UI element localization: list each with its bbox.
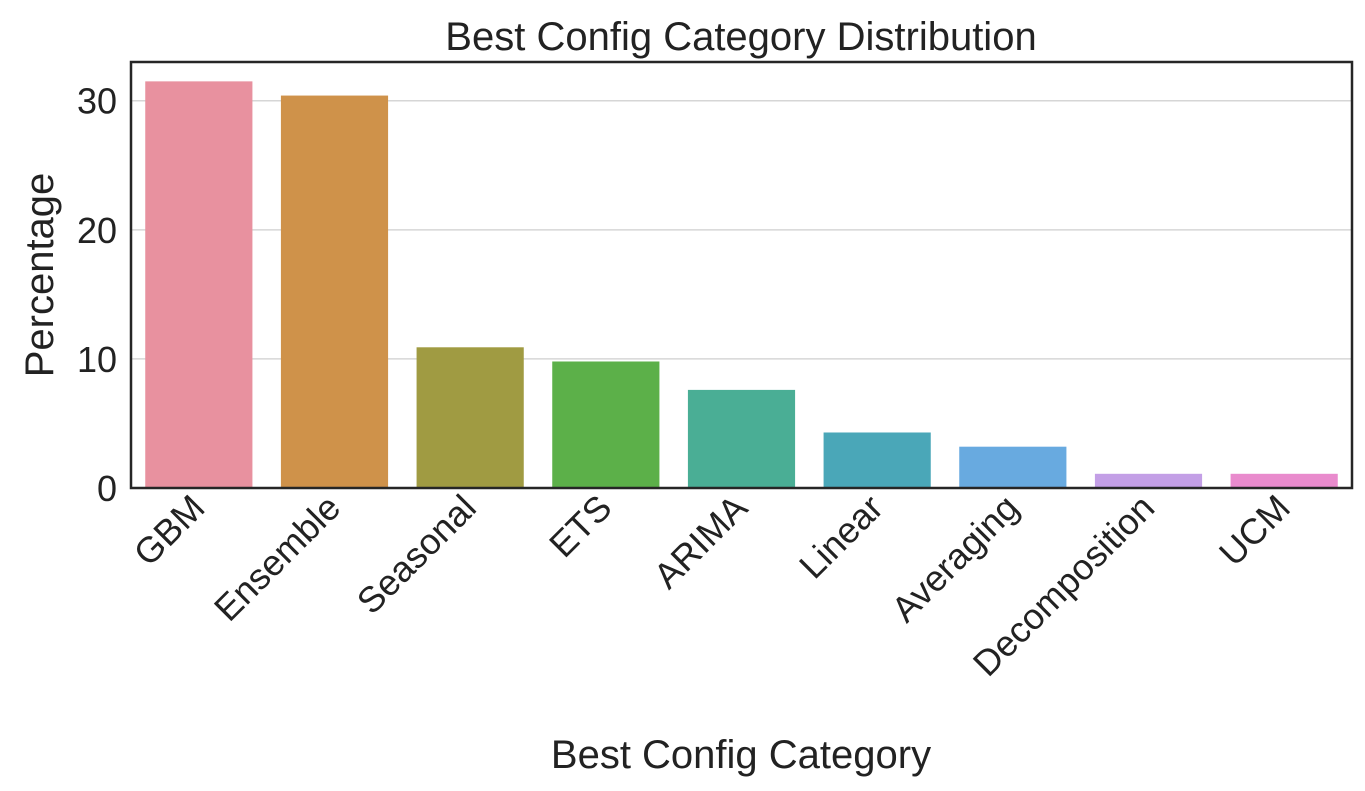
y-tick-label: 30: [77, 81, 117, 122]
x-tick-label-linear: Linear: [791, 487, 891, 587]
bar-ensemble: [280, 95, 389, 489]
y-tick-label: 10: [77, 339, 117, 380]
y-axis-ticks: 0 10 20 30: [77, 81, 117, 509]
x-tick-label-arima: ARIMA: [646, 487, 756, 597]
bar-linear: [823, 432, 931, 488]
x-tick-label-seasonal: Seasonal: [349, 487, 484, 622]
y-tick-label: 0: [97, 468, 117, 509]
x-tick-label-averaging: Averaging: [883, 487, 1026, 630]
bars: [145, 81, 1338, 489]
bar-averaging: [959, 446, 1067, 488]
bar-arima: [687, 389, 796, 488]
chart-title: Best Config Category Distribution: [445, 15, 1036, 59]
bar-ucm: [1230, 473, 1338, 488]
bar-gbm: [145, 81, 253, 488]
plot-frame: [129, 60, 1354, 490]
bar-seasonal: [416, 347, 524, 488]
x-tick-label-ets: ETS: [541, 487, 619, 565]
bar-ets: [552, 361, 660, 488]
x-tick-label-ensemble: Ensemble: [206, 487, 348, 629]
y-tick-label: 20: [77, 210, 117, 251]
x-axis-label: Best Config Category: [551, 733, 931, 777]
x-tick-label-ucm: UCM: [1211, 487, 1298, 574]
x-tick-label-gbm: GBM: [126, 487, 213, 574]
bar-decomposition: [1094, 473, 1203, 488]
y-axis-label: Percentage: [18, 173, 62, 378]
